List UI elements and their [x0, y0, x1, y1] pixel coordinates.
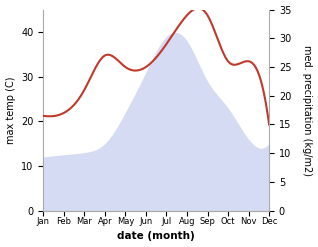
- Y-axis label: max temp (C): max temp (C): [5, 76, 16, 144]
- Y-axis label: med. precipitation (kg/m2): med. precipitation (kg/m2): [302, 45, 313, 176]
- X-axis label: date (month): date (month): [117, 231, 195, 242]
